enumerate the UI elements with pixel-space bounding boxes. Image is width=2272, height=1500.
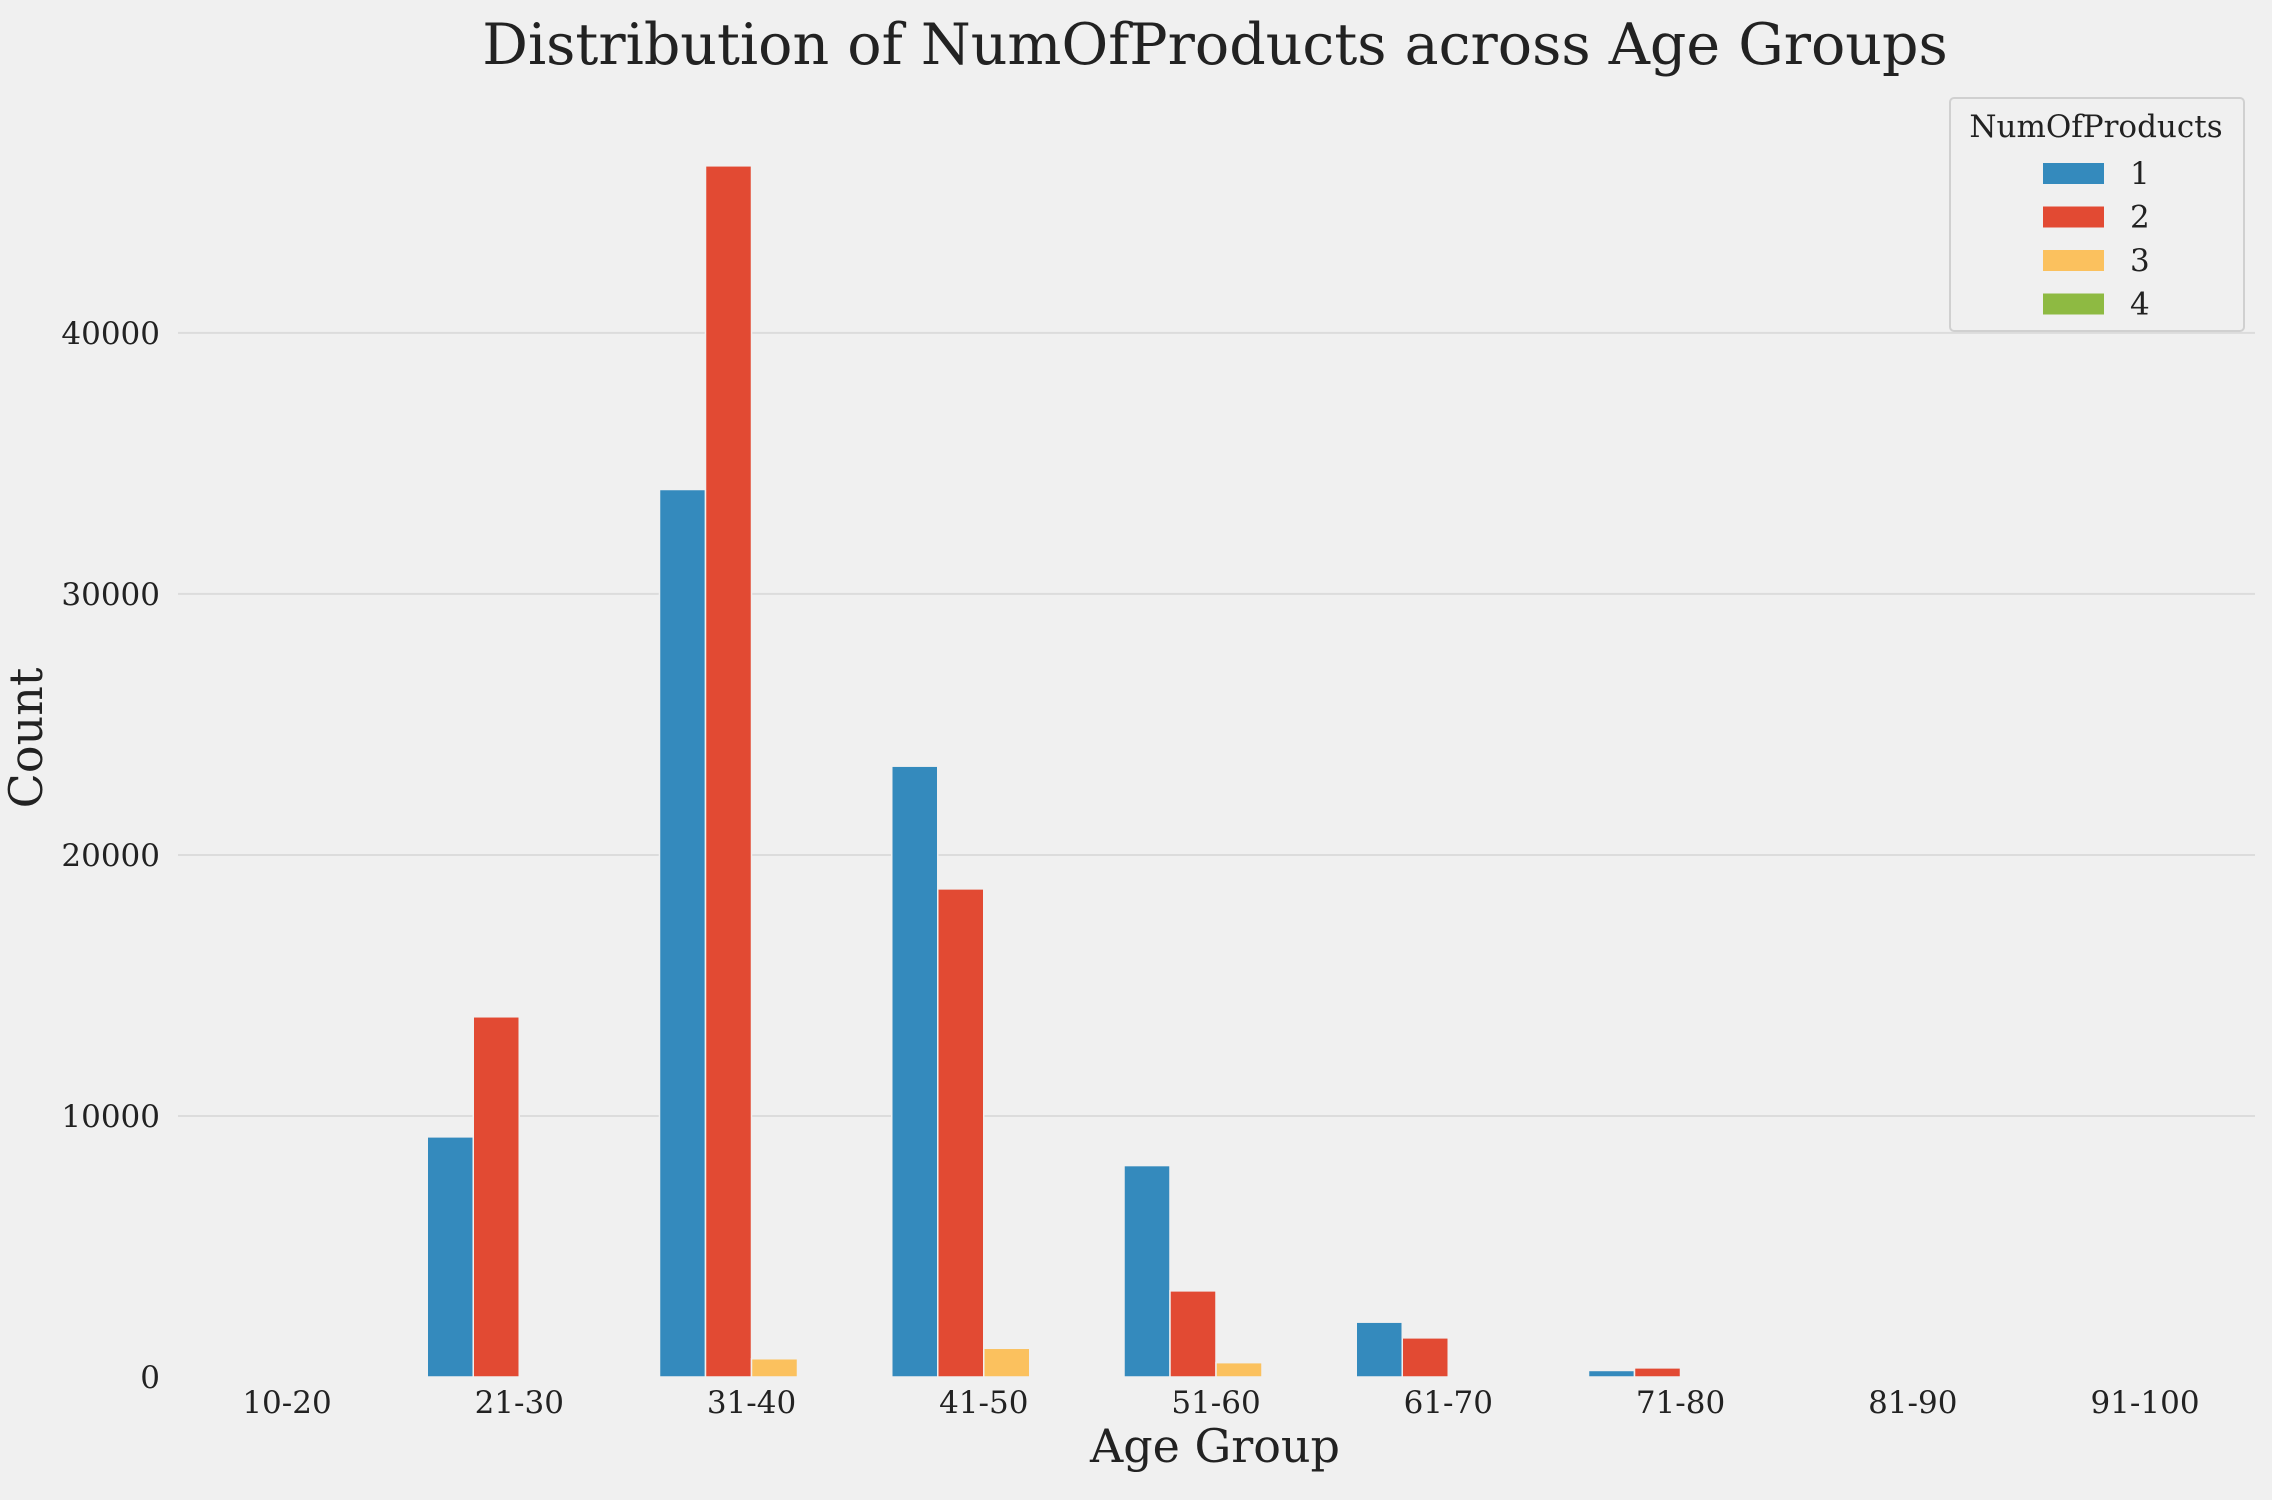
bar-51-60-series-2 — [1169, 1290, 1217, 1378]
bar-41-50-series-1 — [891, 765, 939, 1378]
x-tick-51-60: 51-60 — [1171, 1385, 1260, 1421]
x-tick-31-40: 31-40 — [707, 1385, 796, 1421]
legend-label-1: 1 — [2130, 156, 2150, 192]
bars — [194, 165, 1682, 1378]
x-tick-61-70: 61-70 — [1404, 1385, 1493, 1421]
legend-swatch-4 — [2043, 293, 2104, 315]
legend-swatch-3 — [2043, 250, 2104, 271]
bar-10-20-series-1 — [194, 1375, 242, 1378]
y-tick-10000: 10000 — [61, 1099, 160, 1135]
bar-61-70-series-2 — [1401, 1337, 1449, 1378]
bar-21-30-series-2 — [472, 1016, 520, 1378]
bar-31-40-series-3 — [750, 1357, 799, 1378]
legend-label-3: 3 — [2130, 243, 2150, 279]
x-tick-labels: 10-20 21-30 31-40 41-50 51-60 61-70 71-80 81-90… — [242, 1385, 2199, 1421]
chart-title: Distribution of NumOfProducts across Age… — [482, 12, 1948, 78]
x-tick-71-80: 71-80 — [1636, 1385, 1725, 1421]
x-tick-10-20: 10-20 — [242, 1385, 331, 1421]
legend-swatch-1 — [2043, 163, 2104, 184]
y-tick-labels: 0 10000 20000 30000 40000 — [61, 316, 160, 1396]
y-tick-40000: 40000 — [61, 316, 160, 352]
legend-label-4: 4 — [2130, 287, 2150, 323]
bar-21-30-series-1 — [426, 1136, 474, 1378]
bar-31-40-series-1 — [658, 488, 707, 1378]
x-tick-21-30: 21-30 — [475, 1385, 564, 1421]
bar-41-50-series-3 — [983, 1347, 1031, 1378]
bar-71-80-series-2 — [1633, 1367, 1682, 1378]
legend-swatch-2 — [2043, 206, 2104, 228]
legend: NumOfProducts 1 2 3 4 — [1949, 97, 2245, 332]
x-tick-81-90: 81-90 — [1868, 1385, 1957, 1421]
x-tick-41-50: 41-50 — [939, 1385, 1028, 1421]
grid-lines — [178, 331, 2255, 1117]
y-tick-0: 0 — [140, 1360, 160, 1396]
bar-41-50-series-2 — [937, 888, 985, 1378]
bar-51-60-series-1 — [1123, 1164, 1171, 1378]
legend-title: NumOfProducts — [1969, 109, 2222, 145]
bar-21-30-series-3 — [518, 1374, 566, 1378]
bar-51-60-series-3 — [1215, 1361, 1263, 1378]
legend-items: 1 2 3 4 — [2043, 156, 2150, 323]
x-axis-label: Age Group — [1089, 1419, 1340, 1473]
legend-label-2: 2 — [2130, 200, 2150, 236]
y-axis-label: Count — [0, 667, 53, 808]
y-tick-30000: 30000 — [61, 577, 160, 613]
y-tick-20000: 20000 — [61, 838, 160, 874]
bar-61-70-series-1 — [1355, 1321, 1403, 1378]
bar-71-80-series-1 — [1587, 1369, 1636, 1378]
x-tick-91-100: 91-100 — [2090, 1385, 2199, 1421]
bar-31-40-series-2 — [704, 165, 753, 1378]
